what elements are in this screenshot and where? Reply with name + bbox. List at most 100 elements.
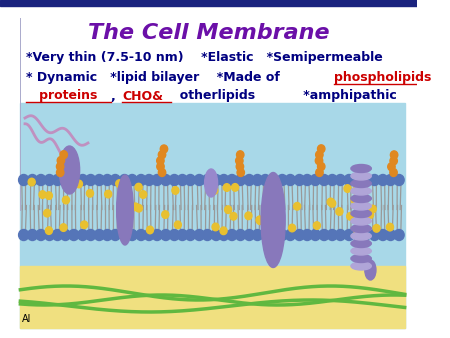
Circle shape	[110, 230, 120, 241]
Circle shape	[235, 174, 246, 186]
Circle shape	[152, 230, 162, 241]
Text: *Very thin (7.5-10 nm)    *Elastic   *Semipermeable: *Very thin (7.5-10 nm) *Elastic *Semiper…	[26, 51, 382, 65]
Circle shape	[78, 174, 88, 186]
Circle shape	[78, 230, 88, 241]
Circle shape	[344, 185, 351, 192]
Circle shape	[69, 174, 79, 186]
Circle shape	[327, 174, 338, 186]
Text: ,: ,	[111, 90, 120, 102]
Circle shape	[119, 230, 130, 241]
Circle shape	[313, 222, 320, 230]
Text: proteins: proteins	[26, 90, 97, 102]
Circle shape	[202, 174, 212, 186]
Ellipse shape	[205, 169, 218, 197]
Circle shape	[252, 174, 262, 186]
Circle shape	[194, 230, 204, 241]
Circle shape	[69, 230, 79, 241]
Circle shape	[57, 169, 64, 176]
Circle shape	[346, 213, 354, 220]
Circle shape	[127, 174, 137, 186]
Circle shape	[336, 208, 343, 215]
Circle shape	[225, 206, 232, 214]
Ellipse shape	[351, 210, 371, 217]
Circle shape	[18, 230, 29, 241]
Circle shape	[315, 151, 323, 159]
Circle shape	[360, 230, 371, 241]
Circle shape	[369, 174, 380, 186]
Circle shape	[327, 198, 334, 206]
Circle shape	[136, 174, 146, 186]
Circle shape	[177, 174, 188, 186]
Circle shape	[378, 174, 388, 186]
Ellipse shape	[365, 260, 376, 280]
Circle shape	[237, 151, 244, 159]
Ellipse shape	[351, 172, 371, 180]
Circle shape	[373, 224, 380, 232]
Circle shape	[256, 216, 263, 224]
Ellipse shape	[351, 247, 371, 255]
Circle shape	[302, 174, 312, 186]
Circle shape	[86, 230, 96, 241]
Circle shape	[136, 230, 146, 241]
Circle shape	[52, 174, 63, 186]
Circle shape	[351, 196, 358, 204]
Circle shape	[260, 230, 270, 241]
Circle shape	[318, 145, 325, 153]
Ellipse shape	[351, 194, 371, 202]
Circle shape	[394, 174, 404, 186]
Circle shape	[185, 230, 195, 241]
Circle shape	[244, 230, 254, 241]
Bar	[20, 103, 405, 328]
Circle shape	[327, 230, 338, 241]
Circle shape	[315, 157, 323, 165]
Circle shape	[60, 224, 67, 232]
Circle shape	[269, 230, 279, 241]
Circle shape	[160, 145, 168, 153]
Circle shape	[252, 230, 262, 241]
Circle shape	[386, 174, 396, 186]
Circle shape	[319, 174, 329, 186]
Circle shape	[394, 230, 404, 241]
Bar	[0, 0, 417, 6]
Circle shape	[302, 230, 312, 241]
Text: phospholipids: phospholipids	[334, 72, 432, 84]
Circle shape	[45, 174, 54, 186]
Circle shape	[230, 213, 237, 220]
Ellipse shape	[351, 224, 371, 233]
Circle shape	[294, 230, 305, 241]
Ellipse shape	[351, 165, 371, 172]
Circle shape	[127, 230, 137, 241]
Ellipse shape	[351, 255, 371, 263]
Circle shape	[391, 151, 398, 159]
Circle shape	[390, 169, 397, 176]
Text: otherlipids           *amphipathic: otherlipids *amphipathic	[171, 90, 397, 102]
Circle shape	[105, 190, 112, 198]
Circle shape	[319, 230, 329, 241]
Circle shape	[232, 184, 238, 191]
Circle shape	[236, 157, 243, 165]
Circle shape	[158, 151, 166, 159]
Circle shape	[144, 174, 154, 186]
Circle shape	[157, 157, 164, 165]
Circle shape	[86, 174, 96, 186]
Ellipse shape	[261, 172, 285, 267]
Circle shape	[76, 180, 82, 188]
Bar	[20, 266, 405, 328]
Circle shape	[169, 174, 180, 186]
Circle shape	[352, 174, 363, 186]
Circle shape	[245, 212, 252, 220]
Ellipse shape	[351, 240, 371, 247]
Ellipse shape	[351, 187, 371, 195]
Circle shape	[378, 230, 388, 241]
Circle shape	[52, 230, 63, 241]
Circle shape	[219, 230, 229, 241]
Circle shape	[45, 230, 54, 241]
Ellipse shape	[351, 179, 371, 188]
Circle shape	[185, 174, 195, 186]
Circle shape	[140, 191, 147, 198]
Circle shape	[310, 174, 320, 186]
Circle shape	[135, 204, 142, 212]
Ellipse shape	[59, 146, 80, 194]
Circle shape	[388, 163, 395, 171]
Circle shape	[390, 157, 397, 165]
